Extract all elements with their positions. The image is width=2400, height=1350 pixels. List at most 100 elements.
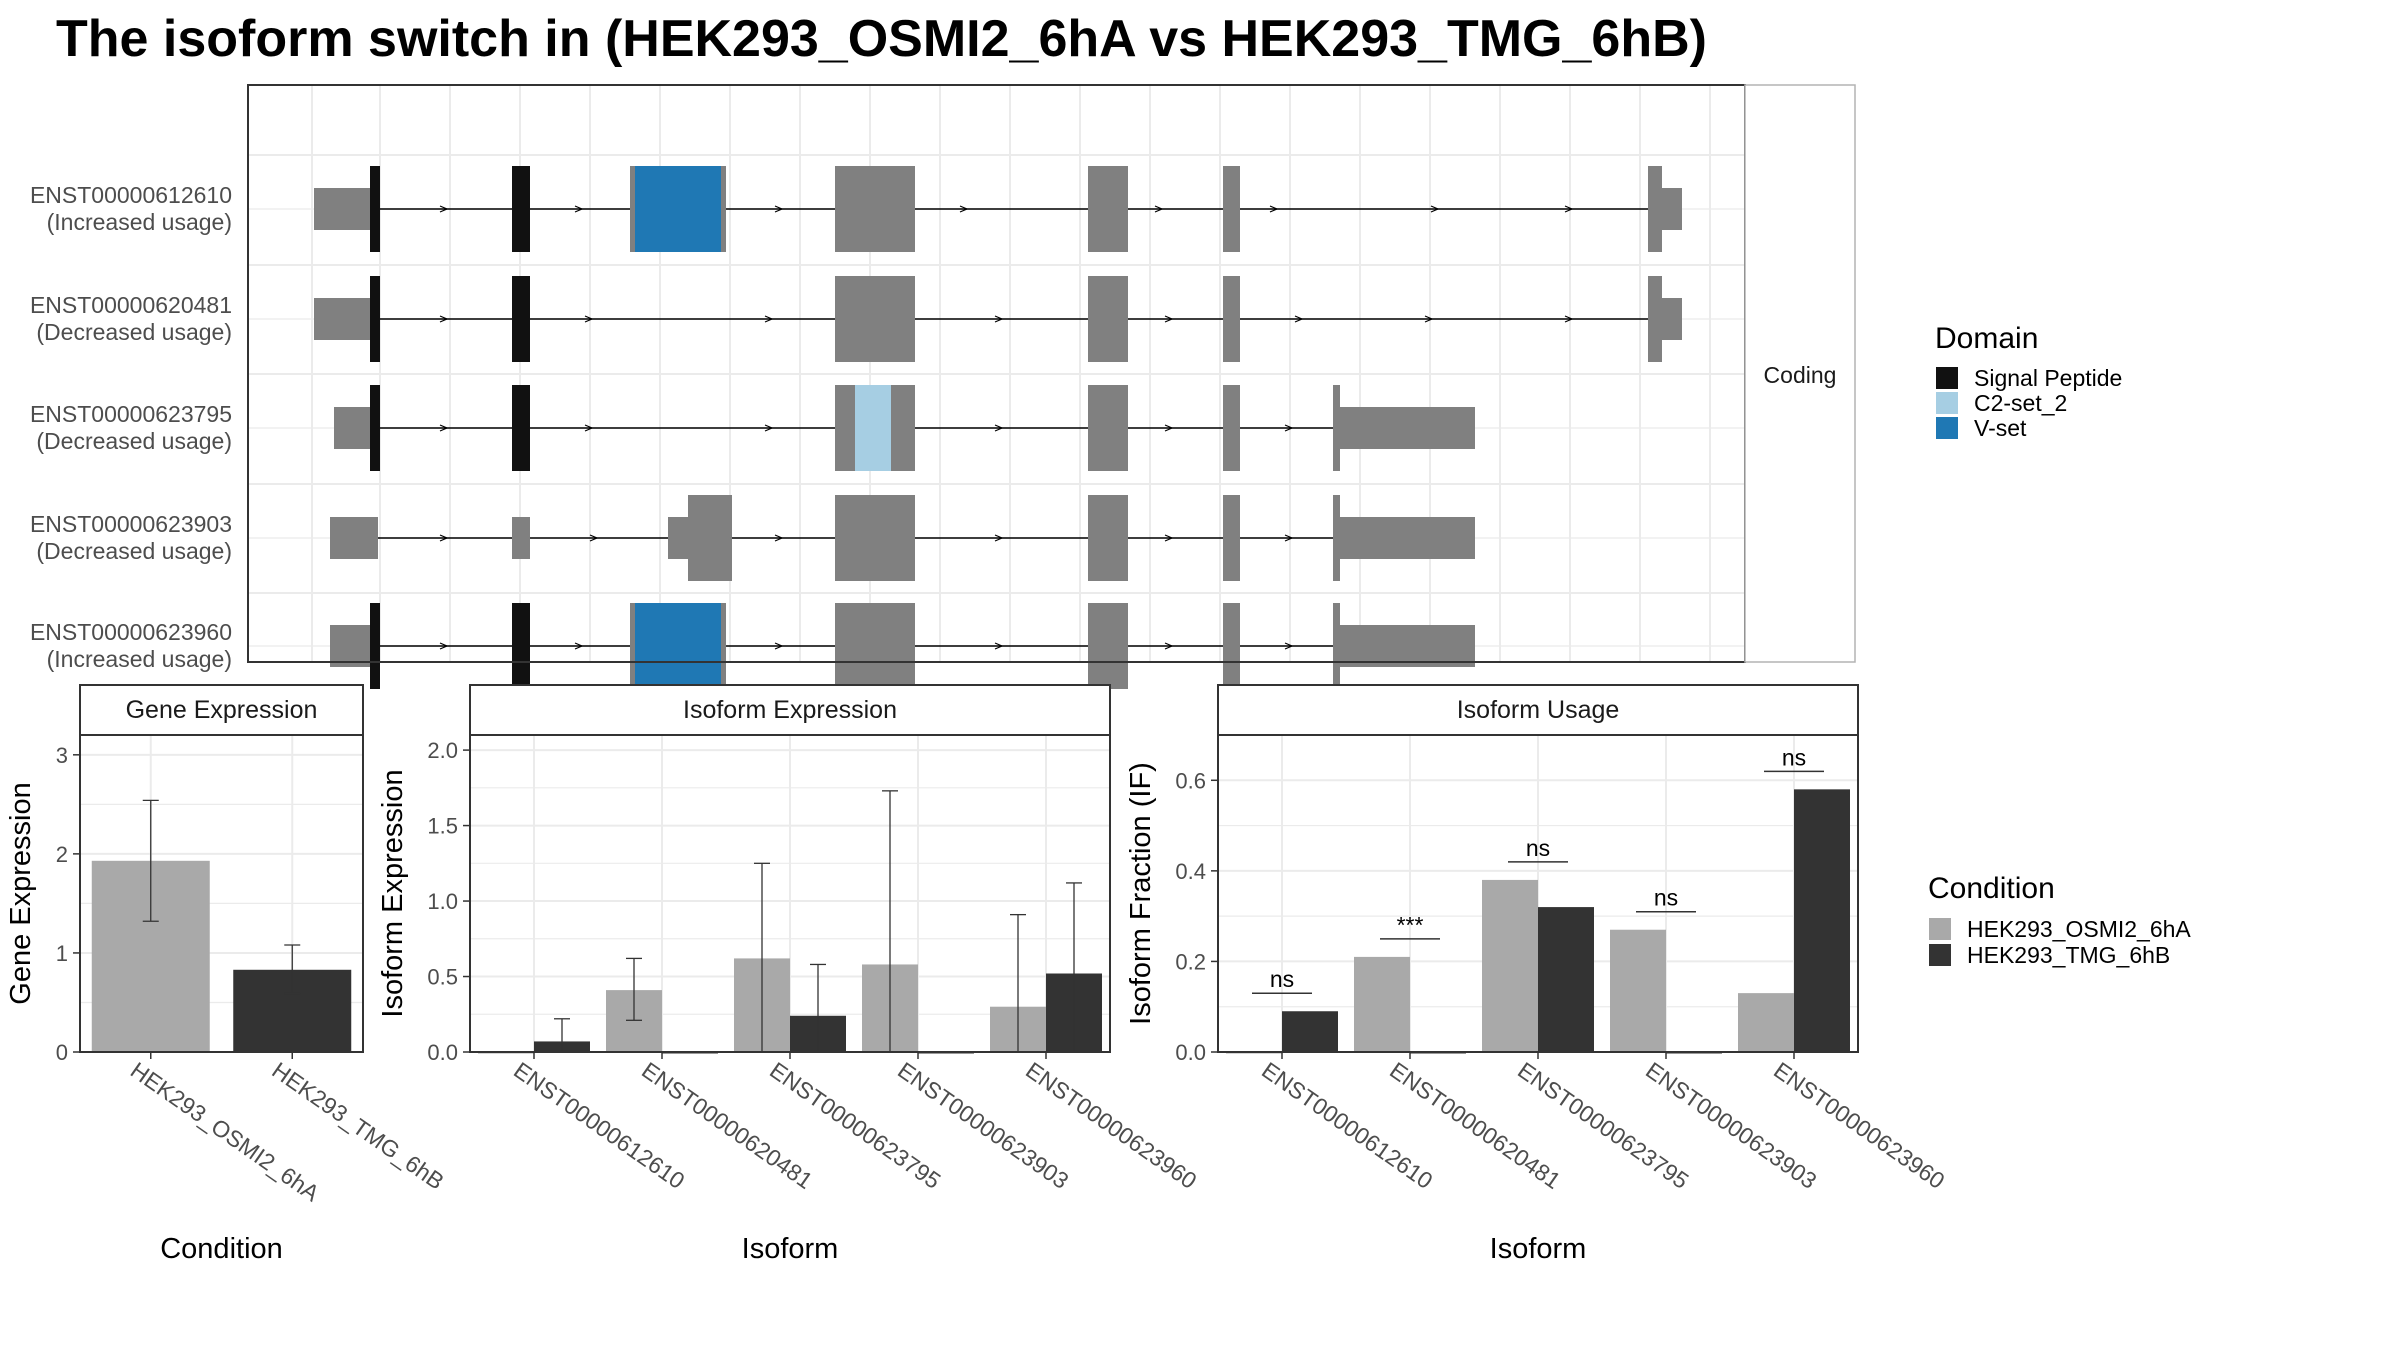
exon <box>1223 166 1240 252</box>
domain-legend-label: V-set <box>1974 415 2027 441</box>
strand-arrow <box>994 534 1004 542</box>
exon <box>1662 298 1682 340</box>
y-tick-label: 2.0 <box>427 738 458 763</box>
isoform-status-label: (Decreased usage) <box>36 428 232 454</box>
exon <box>1088 166 1128 252</box>
exon <box>334 407 370 449</box>
exon <box>1340 625 1475 667</box>
x-axis-title: Isoform <box>1490 1233 1587 1265</box>
bar <box>1610 929 1666 1052</box>
v-set-domain <box>635 166 721 252</box>
bar <box>1482 879 1538 1052</box>
domain-legend-key <box>1936 392 1958 414</box>
isoform-track <box>334 385 1475 471</box>
isoform-track <box>330 495 1475 581</box>
strand-arrow <box>1284 424 1294 432</box>
exon <box>1223 276 1240 362</box>
strand-arrow <box>1430 205 1440 213</box>
isoform-id-label: ENST00000623960 <box>30 619 232 645</box>
exon <box>835 495 915 581</box>
exon <box>314 298 370 340</box>
condition-legend-label: HEK293_OSMI2_6hA <box>1967 916 2191 942</box>
domain-legend-key <box>1936 417 1958 439</box>
strand-arrow <box>1154 205 1164 213</box>
strand-arrow <box>994 315 1004 323</box>
y-tick-label: 0.4 <box>1175 859 1206 884</box>
exon <box>1333 495 1340 581</box>
y-tick-label: 1.0 <box>427 889 458 914</box>
v-set-domain <box>635 603 721 689</box>
condition-legend-key <box>1929 944 1951 966</box>
exon <box>1088 276 1128 362</box>
exon <box>1648 166 1662 252</box>
strand-arrow <box>574 642 584 650</box>
facet-strip <box>1744 84 1856 663</box>
strand-arrow <box>584 424 594 432</box>
exon <box>512 517 530 559</box>
panel-title: Isoform Expression <box>683 696 897 724</box>
strand-arrow <box>994 642 1004 650</box>
signal-peptide-domain <box>512 276 530 362</box>
exon <box>1333 385 1340 471</box>
strand-arrow <box>1164 642 1174 650</box>
isoform-status-label: (Increased usage) <box>47 209 232 235</box>
y-tick-label: 0.0 <box>1175 1040 1206 1065</box>
y-tick-label: 0.2 <box>1175 949 1206 974</box>
strand-arrow <box>959 205 969 213</box>
isoform-status-label: (Decreased usage) <box>36 319 232 345</box>
exon <box>1223 385 1240 471</box>
strand-arrow <box>439 315 449 323</box>
significance-label: ns <box>1654 885 1678 911</box>
signal-peptide-domain <box>370 276 380 362</box>
strand-arrow <box>774 534 784 542</box>
gene-structure-panel: ENST00000612610(Increased usage)ENST0000… <box>30 84 1856 689</box>
condition-legend-label: HEK293_TMG_6hB <box>1967 942 2170 968</box>
strand-arrow <box>1164 534 1174 542</box>
isoform-id-label: ENST00000623795 <box>30 401 232 427</box>
strand-arrow <box>1284 642 1294 650</box>
exon <box>1088 385 1128 471</box>
figure-title: The isoform switch in (HEK293_OSMI2_6hA … <box>56 10 1707 68</box>
significance-label: *** <box>1397 912 1424 938</box>
strand-arrow <box>439 424 449 432</box>
y-tick-label: 0 <box>56 1040 68 1065</box>
bar <box>1354 956 1410 1052</box>
panel-border <box>79 734 364 1053</box>
bar <box>1538 907 1594 1052</box>
strand-arrow <box>774 205 784 213</box>
y-tick-label: 0.6 <box>1175 768 1206 793</box>
strand-arrow <box>1424 315 1434 323</box>
domain-legend-key <box>1936 367 1958 389</box>
isoform-track <box>314 166 1682 252</box>
condition-legend-title: Condition <box>1928 872 2055 905</box>
exon <box>835 166 915 252</box>
exon <box>1648 276 1662 362</box>
exon <box>1088 603 1128 689</box>
y-tick-label: 1.5 <box>427 814 458 839</box>
strand-arrow <box>774 642 784 650</box>
panel-strip <box>1217 684 1859 736</box>
domain-legend-label: Signal Peptide <box>1974 365 2122 391</box>
exon <box>1662 188 1682 230</box>
exon <box>314 188 370 230</box>
strand-arrow <box>1564 315 1574 323</box>
y-tick-label: 1 <box>56 941 68 966</box>
isoform-track <box>314 276 1682 362</box>
isoform-usage-panel: Isoform Usage0.00.20.40.6ns***nsnsnsENST… <box>1125 684 1950 1265</box>
signal-peptide-domain <box>512 166 530 252</box>
facet-strip-label: Coding <box>1764 362 1837 388</box>
exon <box>1340 407 1475 449</box>
significance-label: ns <box>1782 744 1806 770</box>
significance-label: ns <box>1526 835 1550 861</box>
x-axis-title: Isoform <box>742 1233 839 1265</box>
isoform-status-label: (Increased usage) <box>47 646 232 672</box>
exon <box>1088 495 1128 581</box>
strand-arrow <box>439 642 449 650</box>
domain-legend-title: Domain <box>1935 322 2038 355</box>
exon <box>835 276 915 362</box>
exon <box>688 495 732 581</box>
exon <box>1223 603 1240 689</box>
isoform-track <box>330 603 1475 689</box>
condition-legend-key <box>1929 918 1951 940</box>
signal-peptide-domain <box>512 603 530 689</box>
